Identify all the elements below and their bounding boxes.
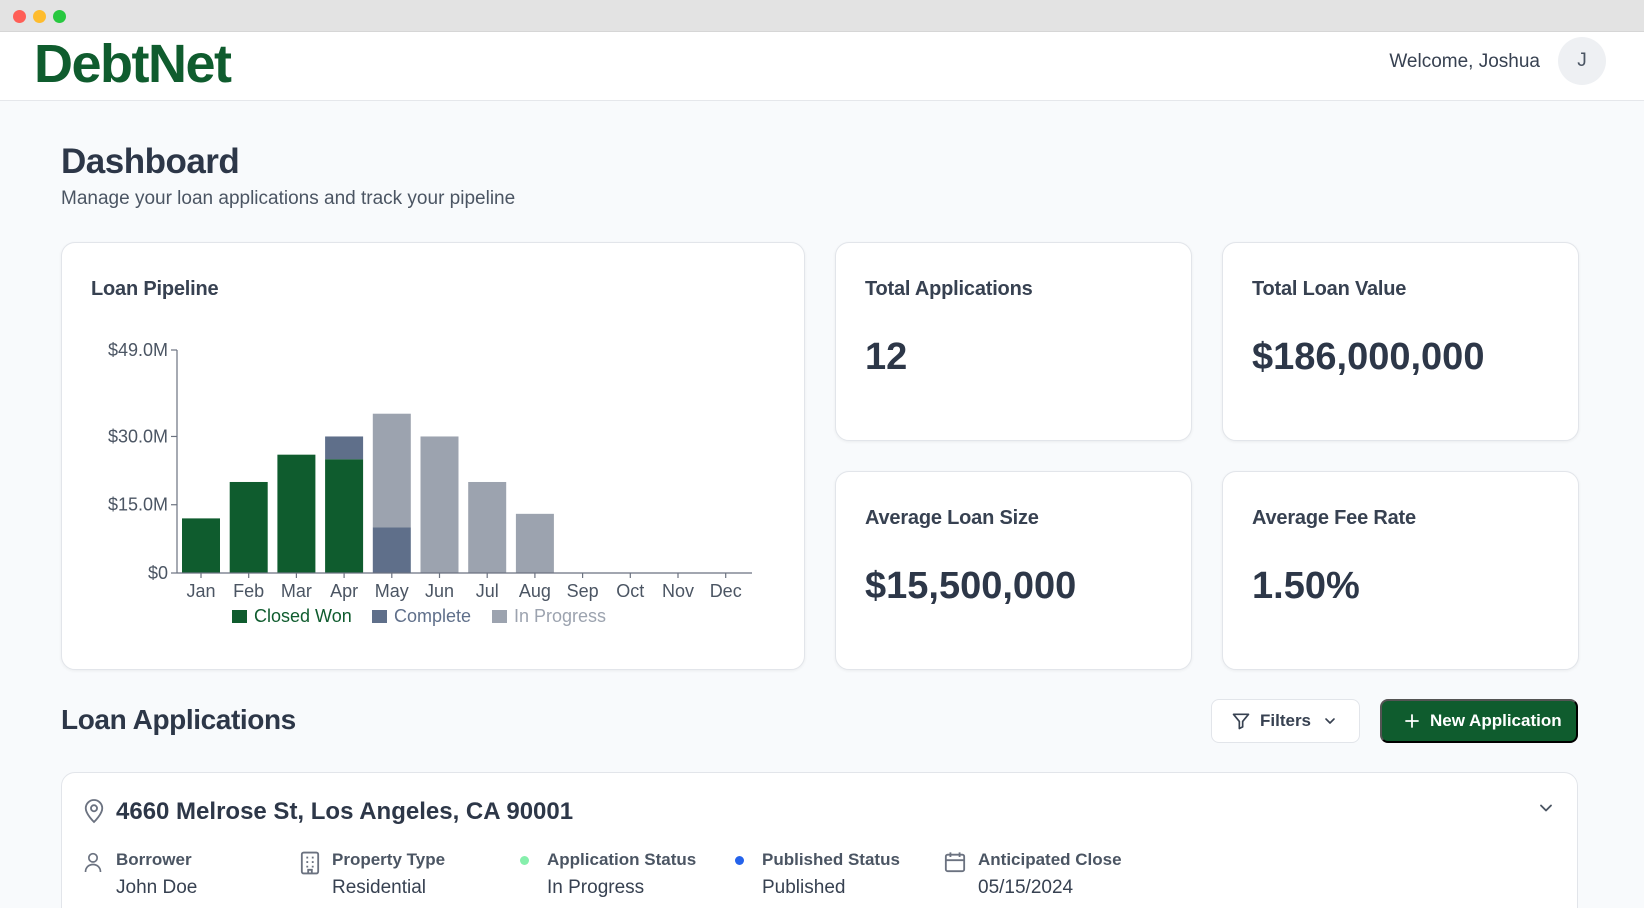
borrower-field: Borrower John Doe xyxy=(116,849,197,901)
anticipated-close-field: Anticipated Close 05/15/2024 xyxy=(978,849,1122,901)
legend-swatch-closed-won xyxy=(232,610,247,623)
property-type-label: Property Type xyxy=(332,850,446,869)
borrower-value: John Doe xyxy=(116,877,198,898)
new-application-button[interactable]: New Application xyxy=(1380,699,1578,743)
user-avatar[interactable]: J xyxy=(1558,37,1606,85)
stat-card-total-applications: Total Applications 12 xyxy=(835,242,1192,441)
bar-aug-in-progress xyxy=(515,513,554,573)
stat-value: 12 xyxy=(865,336,908,378)
chevron-down-icon xyxy=(1325,718,1335,724)
stat-value: $15,500,000 xyxy=(865,565,1077,607)
calendar-icon xyxy=(944,852,966,873)
filters-button[interactable]: Filters xyxy=(1211,699,1360,743)
property-type-field: Property Type Residential xyxy=(332,849,445,901)
loan-pipeline-card: Loan Pipeline $0 $15.0M $30.0M $49.0M Jan Feb… xyxy=(61,242,805,670)
loan-pipeline-chart: $0 $15.0M $30.0M $49.0M Jan Feb Mar Apr May Jun Ju… xyxy=(108,340,752,626)
loan-application-card[interactable]: 4660 Melrose St, Los Angeles, CA 90001 B… xyxy=(61,772,1578,908)
stat-card-average-fee-rate: Average Fee Rate 1.50% xyxy=(1222,471,1579,670)
x-tick-label: Jun xyxy=(425,581,454,601)
map-pin-icon xyxy=(84,799,104,824)
published-status-label: Published Status xyxy=(762,850,900,869)
stat-title: Average Fee Rate xyxy=(1252,507,1416,529)
page-title: Dashboard xyxy=(61,142,240,181)
bar-may-complete xyxy=(372,527,411,573)
y-tick-label: $30.0M xyxy=(108,426,168,446)
brand-logo[interactable]: DebtNet xyxy=(34,34,232,94)
new-application-label: New Application xyxy=(1430,711,1562,730)
legend-swatch-complete xyxy=(372,610,387,623)
loan-pipeline-title: Loan Pipeline xyxy=(91,278,219,300)
loan-applications-title: Loan Applications xyxy=(61,704,296,735)
legend-swatch-in-progress xyxy=(492,610,507,623)
application-status-label: Application Status xyxy=(547,850,697,869)
bar-apr-complete xyxy=(325,436,364,460)
bar-may-in-progress xyxy=(372,413,411,528)
y-tick-label: $49.0M xyxy=(108,340,168,360)
x-tick-label: Aug xyxy=(519,581,551,601)
window-minimize-button[interactable] xyxy=(33,10,46,23)
welcome-text: Welcome, Joshua xyxy=(1389,51,1540,72)
stat-card-average-loan-size: Average Loan Size $15,500,000 xyxy=(835,471,1192,670)
window-titlebar xyxy=(0,0,1644,32)
y-tick-label: $15.0M xyxy=(108,495,168,515)
x-tick-label: Feb xyxy=(233,581,264,601)
window-maximize-button[interactable] xyxy=(53,10,66,23)
bar-apr-closed-won xyxy=(325,459,364,573)
page-subtitle: Manage your loan applications and track … xyxy=(61,188,516,209)
stat-title: Total Applications xyxy=(865,278,1033,300)
y-tick-label: $0 xyxy=(148,563,168,583)
legend-label-closed-won: Closed Won xyxy=(254,606,352,626)
x-tick-label: Mar xyxy=(281,581,312,601)
bar-jan-closed-won xyxy=(182,518,220,573)
published-status-field: Published Status Published xyxy=(762,849,900,901)
top-navbar: DebtNet Welcome, Joshua J xyxy=(0,32,1644,101)
window-close-button[interactable] xyxy=(13,10,26,23)
stat-title: Average Loan Size xyxy=(865,507,1039,529)
building-icon xyxy=(300,851,320,875)
anticipated-close-label: Anticipated Close xyxy=(978,850,1122,869)
filters-label: Filters xyxy=(1260,711,1312,730)
user-icon xyxy=(84,852,102,873)
x-tick-label: Oct xyxy=(616,581,644,601)
x-tick-label: Jan xyxy=(186,581,215,601)
stat-value: $186,000,000 xyxy=(1252,336,1485,378)
bar-feb-closed-won xyxy=(229,481,268,573)
x-tick-label: Jul xyxy=(476,581,499,601)
stat-value: 1.50% xyxy=(1252,565,1360,607)
anticipated-close-value: 05/15/2024 xyxy=(978,877,1074,898)
legend-label-complete: Complete xyxy=(394,606,471,626)
application-status-value: In Progress xyxy=(547,877,645,898)
x-tick-label: Dec xyxy=(710,581,742,601)
property-type-value: Residential xyxy=(332,877,426,898)
bar-mar-closed-won xyxy=(277,454,316,573)
borrower-label: Borrower xyxy=(116,850,192,869)
published-status-value: Published xyxy=(762,877,846,898)
x-tick-label: Nov xyxy=(662,581,694,601)
legend-label-in-progress: In Progress xyxy=(514,606,606,626)
published-status-dot xyxy=(735,856,744,865)
filter-icon xyxy=(1232,713,1250,730)
expand-chevron-icon[interactable] xyxy=(1536,798,1556,818)
application-status-field: Application Status In Progress xyxy=(547,849,696,901)
application-status-dot xyxy=(520,856,529,865)
plus-icon xyxy=(1405,714,1419,728)
stat-card-total-loan-value: Total Loan Value $186,000,000 xyxy=(1222,242,1579,441)
x-tick-label: Sep xyxy=(567,581,599,601)
x-tick-label: Apr xyxy=(330,581,358,601)
stat-title: Total Loan Value xyxy=(1252,278,1407,300)
x-tick-label: May xyxy=(375,581,409,601)
bar-jun-in-progress xyxy=(420,436,459,573)
bar-jul-in-progress xyxy=(468,481,507,573)
application-address[interactable]: 4660 Melrose St, Los Angeles, CA 90001 xyxy=(116,798,574,825)
